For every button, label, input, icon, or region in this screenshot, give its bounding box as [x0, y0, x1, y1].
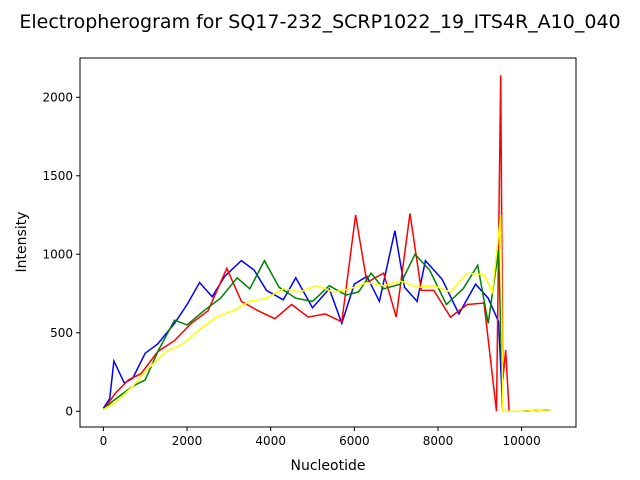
x-axis: 0 2000 4000 6000 8000 10000: [100, 427, 541, 448]
x-tick-label: 8000: [423, 434, 454, 448]
y-tick-label: 0: [65, 404, 73, 418]
trace-line-1: [102, 230, 551, 413]
y-axis-label: Intensity: [14, 212, 30, 273]
plot-frame: [79, 57, 577, 428]
y-tick-label: 1500: [42, 169, 73, 183]
chart-title: Electropherogram for SQ17-232_SCRP1022_1…: [19, 11, 620, 33]
y-tick-label: 500: [50, 326, 73, 340]
x-tick-label: 2000: [172, 434, 203, 448]
x-tick-label: 4000: [255, 434, 286, 448]
y-tick-label: 1000: [42, 247, 73, 261]
y-tick-label: 2000: [42, 90, 73, 104]
plot-area: [102, 75, 551, 413]
y-axis: 0 500 1000 1500 2000: [42, 90, 80, 418]
trace-line-3: [102, 249, 551, 413]
x-tick-label: 10000: [503, 434, 541, 448]
x-axis-label: Nucleotide: [291, 458, 366, 474]
trace-line-4: [103, 214, 551, 413]
trace-line-2: [102, 75, 551, 413]
x-tick-label: 0: [100, 434, 108, 448]
x-tick-label: 6000: [339, 434, 370, 448]
